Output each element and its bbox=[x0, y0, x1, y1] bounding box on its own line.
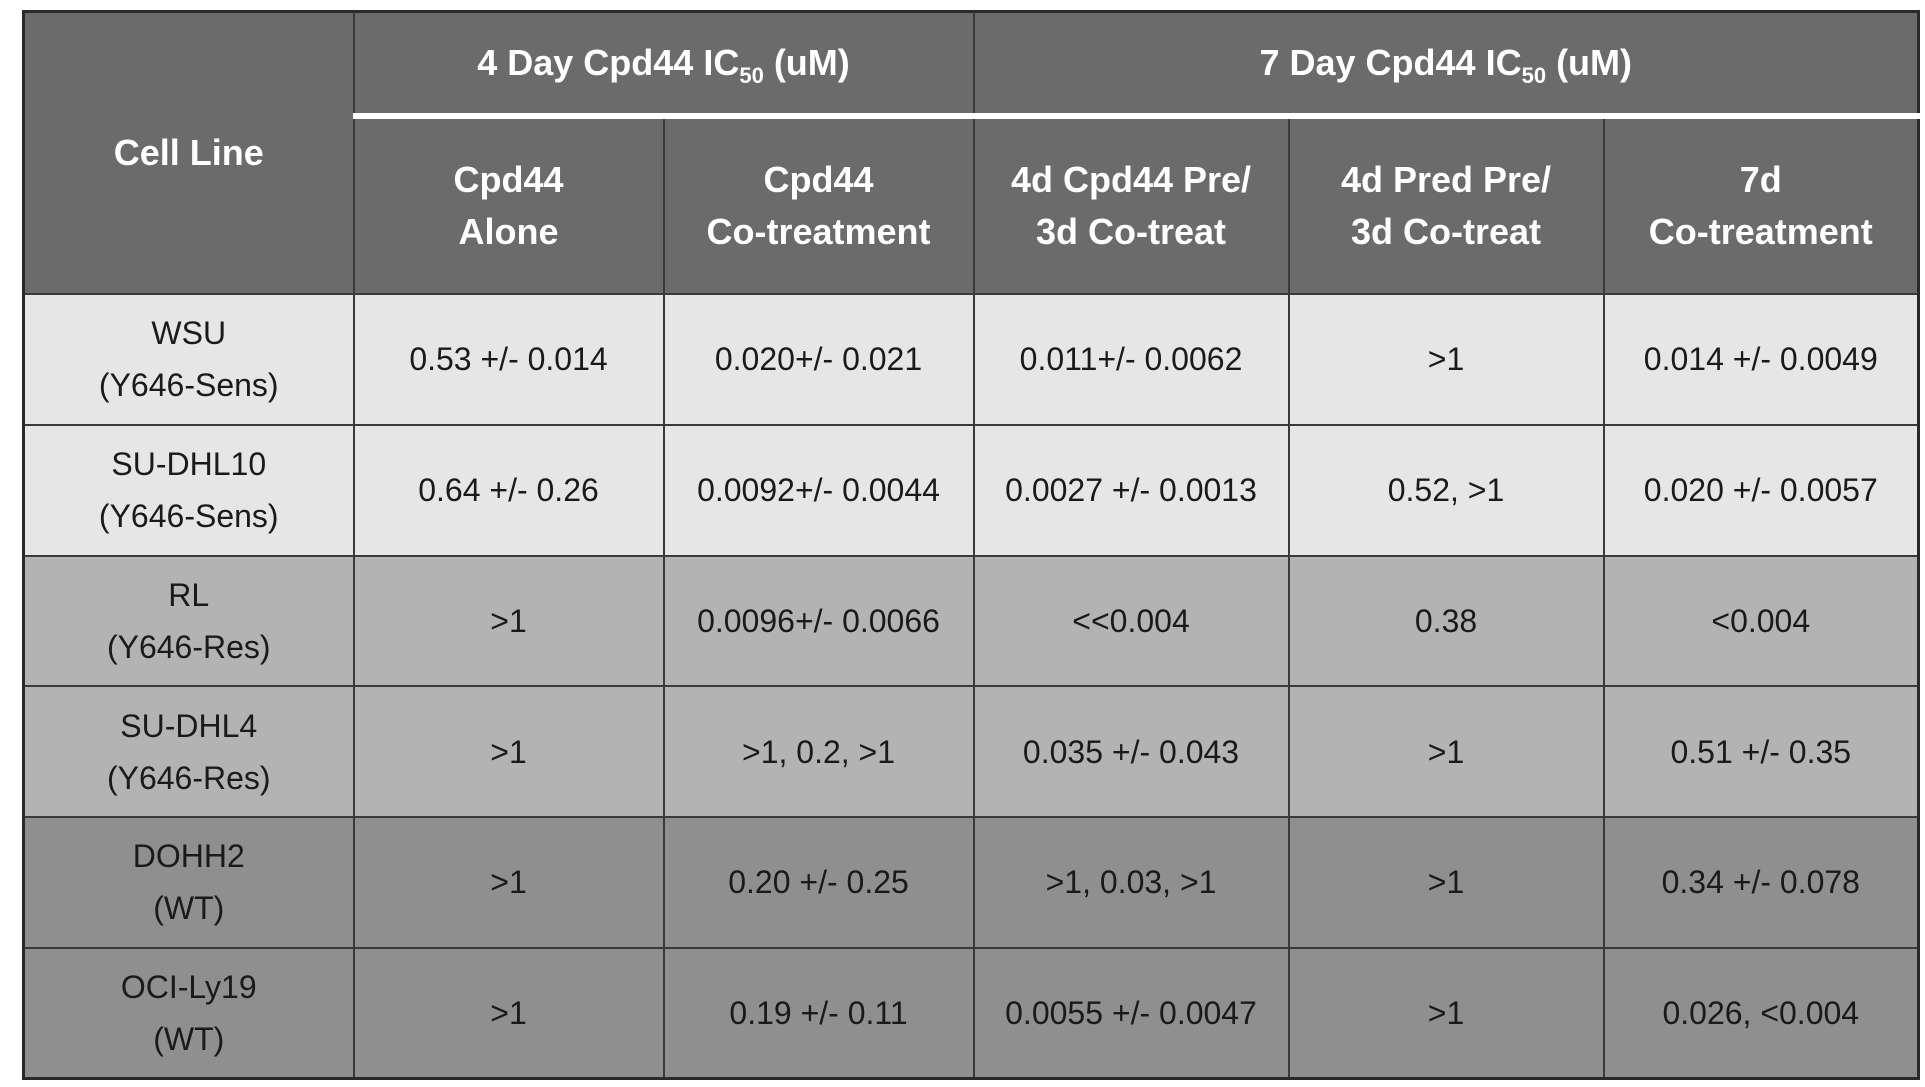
ic50-value: 0.38 bbox=[1289, 556, 1604, 687]
column-header: 4d Pred Pre/3d Co-treat bbox=[1289, 116, 1604, 294]
cell-line-name: SU-DHL4(Y646-Res) bbox=[24, 686, 354, 817]
header-group-7day-sub: 50 bbox=[1522, 63, 1546, 88]
ic50-value: >1 bbox=[354, 686, 664, 817]
header-group-4day-prefix: 4 Day Cpd44 IC bbox=[477, 42, 739, 83]
column-header: 4d Cpd44 Pre/3d Co-treat bbox=[974, 116, 1289, 294]
ic50-value: 0.014 +/- 0.0049 bbox=[1604, 294, 1919, 425]
cell-line-name: RL(Y646-Res) bbox=[24, 556, 354, 687]
ic50-value: 0.0027 +/- 0.0013 bbox=[974, 425, 1289, 556]
column-header: Cpd44Co-treatment bbox=[664, 116, 974, 294]
column-header-line1: Cpd44 bbox=[361, 154, 657, 206]
header-group-7day-prefix: 7 Day Cpd44 IC bbox=[1259, 42, 1521, 83]
ic50-value: <0.004 bbox=[1604, 556, 1919, 687]
ic50-value: 0.34 +/- 0.078 bbox=[1604, 817, 1919, 948]
column-header-line2: Alone bbox=[361, 206, 657, 258]
cell-line-type: (Y646-Sens) bbox=[31, 490, 347, 542]
header-cell-line: Cell Line bbox=[24, 12, 354, 295]
cell-line-type: (Y646-Sens) bbox=[31, 359, 347, 411]
ic50-value: 0.0055 +/- 0.0047 bbox=[974, 948, 1289, 1079]
ic50-value: >1 bbox=[1289, 817, 1604, 948]
ic50-value: >1 bbox=[354, 948, 664, 1079]
cell-line-name: SU-DHL10(Y646-Sens) bbox=[24, 425, 354, 556]
column-header-line2: Co-treatment bbox=[671, 206, 967, 258]
table-row: SU-DHL10(Y646-Sens) 0.64 +/- 0.26 0.0092… bbox=[24, 425, 1919, 556]
ic50-value: 0.035 +/- 0.043 bbox=[974, 686, 1289, 817]
header-group-4day-sub: 50 bbox=[739, 63, 763, 88]
column-header-line2: 3d Co-treat bbox=[981, 206, 1282, 258]
ic50-value: >1, 0.2, >1 bbox=[664, 686, 974, 817]
ic50-value: 0.026, <0.004 bbox=[1604, 948, 1919, 1079]
ic50-value: >1 bbox=[1289, 294, 1604, 425]
cell-line-label: SU-DHL4 bbox=[31, 700, 347, 752]
ic50-value: >1 bbox=[354, 556, 664, 687]
cell-line-type: (Y646-Res) bbox=[31, 752, 347, 804]
cell-line-label: SU-DHL10 bbox=[31, 438, 347, 490]
cell-line-label: DOHH2 bbox=[31, 830, 347, 882]
ic50-table: Cell Line 4 Day Cpd44 IC50 (uM) 7 Day Cp… bbox=[22, 10, 1920, 1080]
table-row: SU-DHL4(Y646-Res) >1 >1, 0.2, >1 0.035 +… bbox=[24, 686, 1919, 817]
table-row: OCI-Ly19(WT) >1 0.19 +/- 0.11 0.0055 +/-… bbox=[24, 948, 1919, 1079]
ic50-value: 0.020+/- 0.021 bbox=[664, 294, 974, 425]
cell-line-label: OCI-Ly19 bbox=[31, 961, 347, 1013]
ic50-value: 0.52, >1 bbox=[1289, 425, 1604, 556]
ic50-value: 0.19 +/- 0.11 bbox=[664, 948, 974, 1079]
column-header-line1: 4d Pred Pre/ bbox=[1296, 154, 1597, 206]
ic50-value: >1 bbox=[1289, 948, 1604, 1079]
header-group-4day-suffix: (uM) bbox=[764, 42, 850, 83]
column-header-line2: 3d Co-treat bbox=[1296, 206, 1597, 258]
cell-line-type: (WT) bbox=[31, 882, 347, 934]
table-row: RL(Y646-Res) >1 0.0096+/- 0.0066 <<0.004… bbox=[24, 556, 1919, 687]
cell-line-type: (WT) bbox=[31, 1013, 347, 1065]
ic50-value: >1 bbox=[1289, 686, 1604, 817]
ic50-value: 0.020 +/- 0.0057 bbox=[1604, 425, 1919, 556]
column-header-line1: 7d bbox=[1611, 154, 1912, 206]
cell-line-type: (Y646-Res) bbox=[31, 621, 347, 673]
cell-line-name: DOHH2(WT) bbox=[24, 817, 354, 948]
cell-line-name: OCI-Ly19(WT) bbox=[24, 948, 354, 1079]
header-group-7day-suffix: (uM) bbox=[1546, 42, 1632, 83]
cell-line-name: WSU(Y646-Sens) bbox=[24, 294, 354, 425]
ic50-value: 0.011+/- 0.0062 bbox=[974, 294, 1289, 425]
column-header-line1: Cpd44 bbox=[671, 154, 967, 206]
column-header-line1: 4d Cpd44 Pre/ bbox=[981, 154, 1282, 206]
column-header-line2: Co-treatment bbox=[1611, 206, 1912, 258]
column-header: Cpd44Alone bbox=[354, 116, 664, 294]
ic50-value: 0.53 +/- 0.014 bbox=[354, 294, 664, 425]
column-header: 7dCo-treatment bbox=[1604, 116, 1919, 294]
table-row: WSU(Y646-Sens) 0.53 +/- 0.014 0.020+/- 0… bbox=[24, 294, 1919, 425]
table-row: DOHH2(WT) >1 0.20 +/- 0.25 >1, 0.03, >1 … bbox=[24, 817, 1919, 948]
ic50-value: 0.64 +/- 0.26 bbox=[354, 425, 664, 556]
ic50-value: <<0.004 bbox=[974, 556, 1289, 687]
ic50-value: 0.0096+/- 0.0066 bbox=[664, 556, 974, 687]
ic50-value: >1 bbox=[354, 817, 664, 948]
cell-line-label: WSU bbox=[31, 307, 347, 359]
header-group-7day: 7 Day Cpd44 IC50 (uM) bbox=[974, 12, 1919, 117]
cell-line-label: RL bbox=[31, 569, 347, 621]
ic50-value: 0.51 +/- 0.35 bbox=[1604, 686, 1919, 817]
ic50-value: 0.0092+/- 0.0044 bbox=[664, 425, 974, 556]
ic50-value: >1, 0.03, >1 bbox=[974, 817, 1289, 948]
header-group-4day: 4 Day Cpd44 IC50 (uM) bbox=[354, 12, 974, 117]
ic50-value: 0.20 +/- 0.25 bbox=[664, 817, 974, 948]
